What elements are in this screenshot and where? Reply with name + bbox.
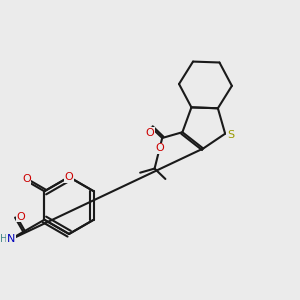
Text: N: N [7,234,15,244]
Text: O: O [22,174,31,184]
Text: O: O [16,212,25,222]
Text: O: O [156,143,164,153]
Text: O: O [65,172,74,182]
Text: S: S [227,130,234,140]
Text: O: O [146,128,154,138]
Text: H: H [0,234,8,244]
